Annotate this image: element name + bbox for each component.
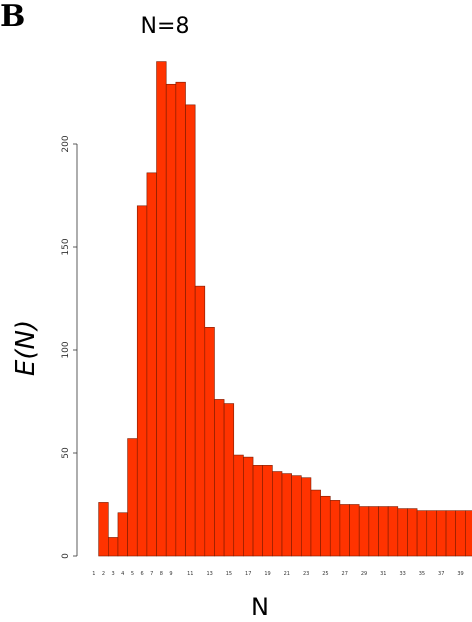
bar-16 [233, 454, 244, 557]
bar-20 [272, 471, 283, 557]
bar-26 [329, 500, 341, 557]
bar-40 [465, 510, 472, 557]
x-axis-label: N [251, 593, 269, 621]
bar-21 [281, 473, 292, 557]
x-tick-label: 8 [160, 571, 163, 577]
x-tick-label: 33 [399, 571, 405, 577]
x-tick-label: 35 [419, 571, 425, 577]
bar-5 [127, 438, 138, 557]
x-tick-label: 3 [112, 571, 115, 577]
bar-14 [214, 399, 225, 557]
x-tick-label: 7 [150, 571, 153, 577]
x-tick-label: 13 [206, 571, 212, 577]
bar-8 [156, 61, 167, 557]
bar-10 [175, 81, 186, 557]
x-tick-label: 27 [342, 571, 348, 577]
bar-35 [416, 510, 428, 557]
bar-11 [185, 104, 196, 557]
y-tick-label: 100 [61, 341, 71, 358]
x-tick-label: 1 [92, 571, 95, 577]
bar-30 [368, 506, 379, 557]
bar-32 [387, 506, 399, 557]
bar-7 [146, 172, 157, 557]
bar-24 [310, 489, 321, 557]
y-tick-label: 200 [61, 135, 71, 152]
bar-13 [204, 327, 215, 557]
x-tick-label: 39 [457, 571, 463, 577]
x-tick-label: 17 [245, 571, 251, 577]
bar-3 [108, 537, 119, 557]
x-tick-label: 31 [380, 571, 386, 577]
x-tick-label: 2 [102, 571, 105, 577]
bar-23 [300, 477, 312, 557]
bar-15 [223, 403, 235, 557]
bar-18 [252, 465, 264, 557]
bar-38 [445, 510, 456, 557]
bar-4 [117, 512, 128, 557]
bar-6 [136, 205, 148, 557]
x-tick-label: 9 [169, 571, 172, 577]
bar-28 [349, 504, 360, 557]
bar-34 [407, 508, 418, 557]
y-tick-label: 50 [61, 447, 71, 459]
bar-36 [426, 510, 437, 557]
bar-27 [339, 504, 350, 557]
x-tick-label: 11 [187, 571, 193, 577]
x-tick-label: 19 [264, 571, 270, 577]
x-tick-label: 25 [322, 571, 328, 577]
panel-letter: B [0, 0, 25, 34]
bar-9 [165, 83, 177, 557]
bar-31 [378, 506, 389, 557]
bar-29 [358, 506, 370, 557]
bar-22 [291, 475, 302, 557]
x-tick-label: 21 [284, 571, 290, 577]
y-axis-label: E(N) [11, 320, 41, 376]
y-axis: 0 50 100 150 200 [61, 135, 78, 559]
x-tick-label: 5 [131, 571, 134, 577]
bars-group [98, 61, 472, 557]
x-axis-ticks: 1 2 3 4 5 6 7 8 9 11 13 15 17 19 21 23 25 27 29 31 33 35 37 39 [92, 571, 463, 577]
bar-33 [397, 508, 408, 557]
x-tick-label: 37 [438, 571, 444, 577]
x-tick-label: 4 [121, 571, 124, 577]
y-tick-label: 150 [61, 238, 71, 255]
bar-17 [243, 456, 254, 557]
bar-19 [262, 465, 273, 557]
chart-title: N=8 [141, 14, 190, 39]
y-tick-label: 0 [61, 553, 71, 559]
bar-2 [98, 502, 109, 557]
x-tick-label: 6 [140, 571, 143, 577]
bar-12 [194, 285, 206, 557]
bar-25 [320, 495, 331, 557]
x-tick-label: 29 [361, 571, 367, 577]
bar-39 [455, 510, 466, 557]
x-tick-label: 15 [226, 571, 232, 577]
x-tick-label: 23 [303, 571, 309, 577]
bar-37 [436, 510, 447, 557]
